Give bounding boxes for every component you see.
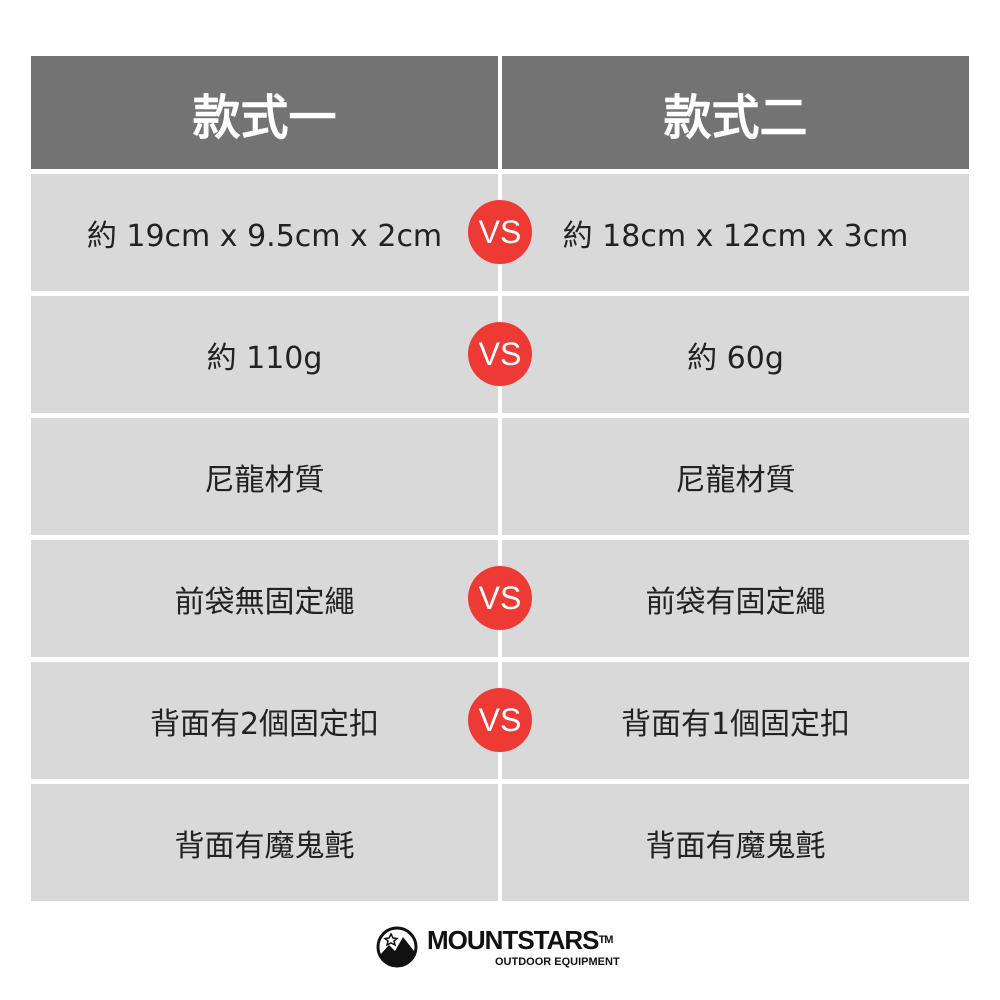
comparison-row: 前袋無固定繩 前袋有固定繩 VS (31, 540, 969, 657)
header-row: 款式一 款式二 (31, 56, 969, 169)
trademark: TM (598, 933, 614, 946)
comparison-row: 約 19cm x 9.5cm x 2cm 約 18cm x 12cm x 3cm… (31, 174, 969, 291)
style-one-value: 約 19cm x 9.5cm x 2cm (31, 174, 498, 291)
brand-logo: MOUNTSTARSTM OUTDOOR EQUIPMENT (375, 925, 620, 969)
style-one-value: 尼龍材質 (31, 418, 498, 535)
vs-badge: VS (468, 200, 532, 264)
brand-tagline: OUTDOOR EQUIPMENT (495, 955, 620, 968)
header-style-one: 款式一 (31, 56, 498, 169)
vs-badge: VS (468, 688, 532, 752)
style-two-value: 約 18cm x 12cm x 3cm (502, 174, 969, 291)
comparison-row: 背面有2個固定扣 背面有1個固定扣 VS (31, 662, 969, 779)
style-two-value: 約 60g (502, 296, 969, 413)
vs-badge: VS (468, 566, 532, 630)
comparison-row: 約 110g 約 60g VS (31, 296, 969, 413)
style-two-value: 背面有魔鬼氈 (502, 784, 969, 901)
header-style-two: 款式二 (502, 56, 969, 169)
comparison-row: 背面有魔鬼氈 背面有魔鬼氈 (31, 784, 969, 901)
comparison-row: 尼龍材質 尼龍材質 (31, 418, 969, 535)
comparison-table: 款式一 款式二 約 19cm x 9.5cm x 2cm 約 18cm x 12… (31, 56, 969, 906)
vs-badge: VS (468, 322, 532, 386)
style-one-value: 背面有2個固定扣 (31, 662, 498, 779)
style-two-value: 前袋有固定繩 (502, 540, 969, 657)
style-two-value: 背面有1個固定扣 (502, 662, 969, 779)
brand-name: MOUNTSTARS (427, 924, 600, 955)
mountain-star-logo-icon (376, 926, 418, 968)
style-one-value: 約 110g (31, 296, 498, 413)
style-one-value: 背面有魔鬼氈 (31, 784, 498, 901)
style-two-value: 尼龍材質 (502, 418, 969, 535)
style-one-value: 前袋無固定繩 (31, 540, 498, 657)
